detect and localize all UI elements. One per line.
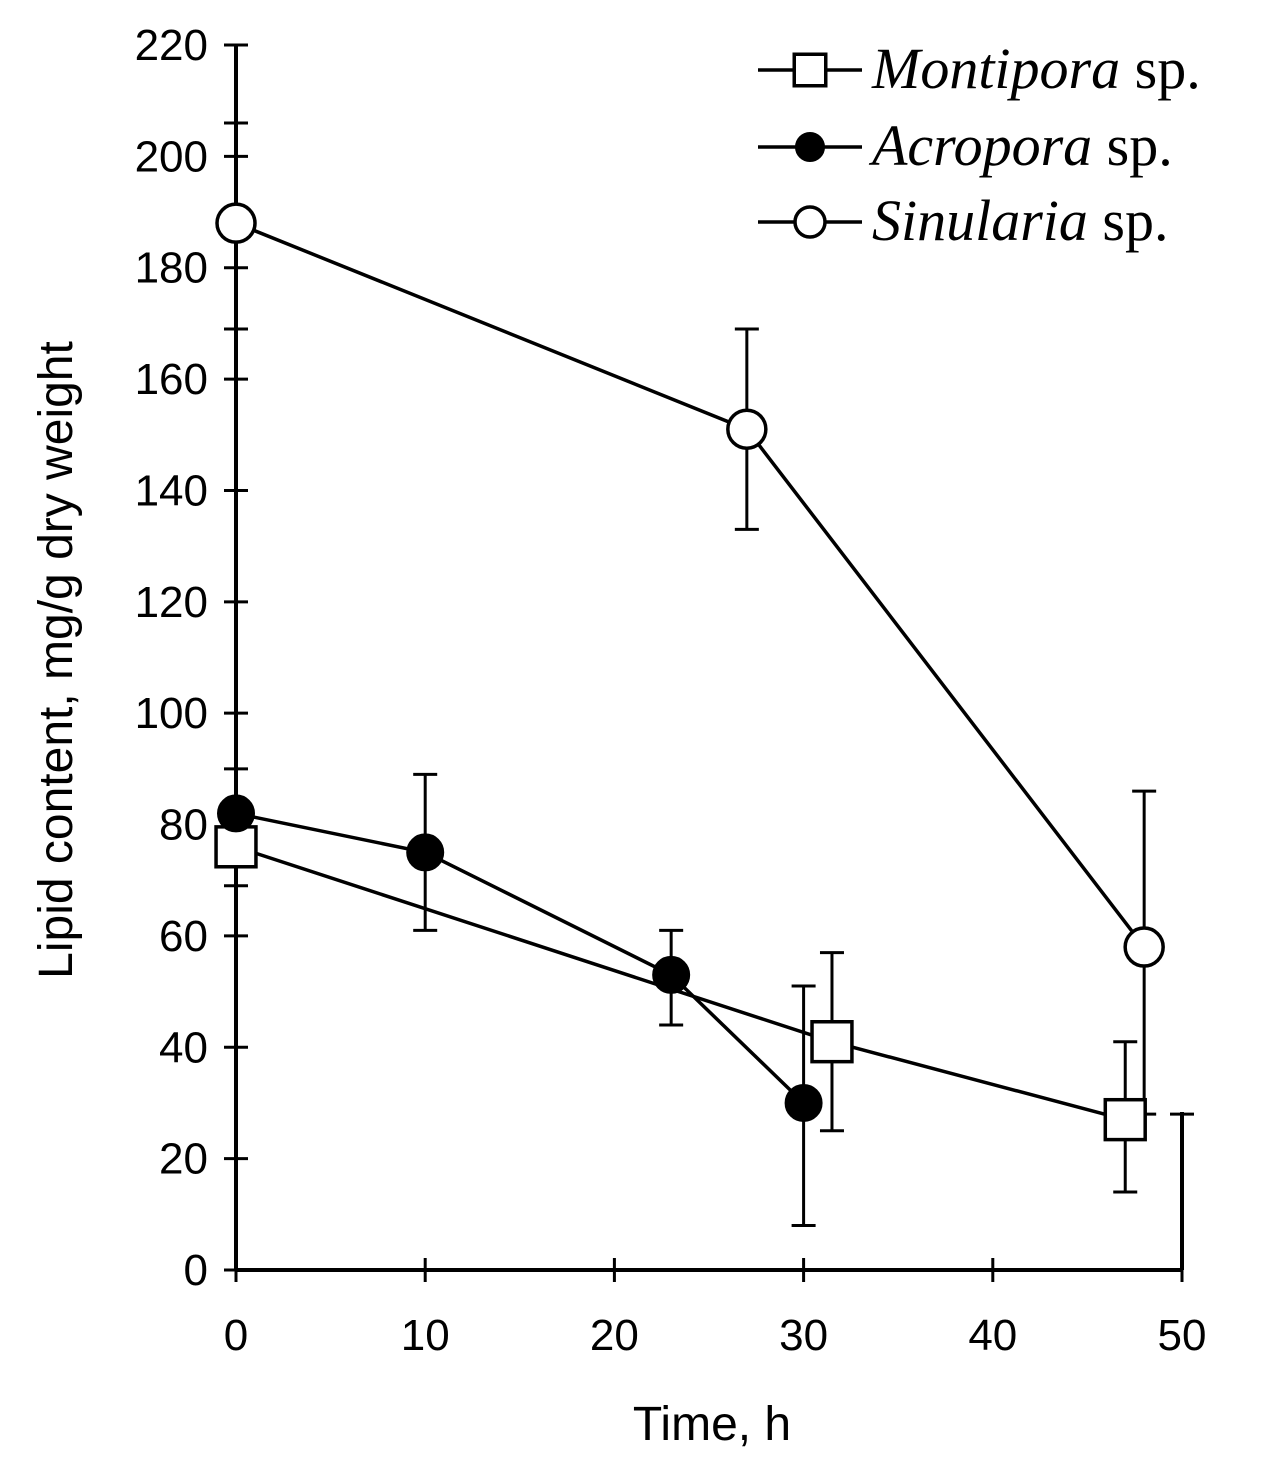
legend-item: Montipora sp. <box>758 36 1201 101</box>
x-tick-label: 10 <box>401 1311 450 1360</box>
legend-marker <box>793 205 827 239</box>
legend-label: Acropora sp. <box>868 113 1173 178</box>
x-tick-label: 0 <box>224 1311 248 1360</box>
legend-marker <box>792 52 828 88</box>
x-tick-label: 40 <box>968 1311 1017 1360</box>
markers-acropora <box>217 794 823 1122</box>
ticks: 0 20 40 60 80 100 120 140 160 180 200 220 0 10 20 30 40 5… <box>135 21 1207 1360</box>
legend-label-genus: Acropora <box>868 113 1092 178</box>
markers-montipora <box>214 825 1147 1142</box>
data-point <box>214 825 258 869</box>
series-line <box>235 221 1146 949</box>
series <box>214 121 1165 1227</box>
legend-label-genus: Montipora <box>871 36 1120 101</box>
series-montipora <box>224 806 1138 1194</box>
data-point <box>215 202 257 244</box>
series-sinularia <box>224 121 1157 1116</box>
legend-label-genus: Sinularia <box>872 188 1088 253</box>
data-point <box>810 1020 854 1064</box>
data-point <box>1123 926 1165 968</box>
legend-item: Sinularia sp. <box>758 188 1169 253</box>
markers-sinularia <box>215 202 1165 968</box>
legend: Montipora sp.Acropora sp.Sinularia sp. <box>758 36 1201 253</box>
y-tick-label: 20 <box>159 1135 208 1184</box>
y-tick-label: 100 <box>135 689 208 738</box>
legend-marker <box>795 132 825 162</box>
data-point <box>1103 1097 1147 1142</box>
x-tick-label: 20 <box>590 1311 639 1360</box>
y-axis-title: Lipid content, mg/g dry weight <box>30 341 83 979</box>
y-tick-label: 0 <box>184 1246 208 1295</box>
data-point <box>784 1083 823 1122</box>
y-tick-label: 200 <box>135 132 208 181</box>
x-tick-label: 50 <box>1158 1311 1207 1360</box>
y-tick-label: 180 <box>135 244 208 293</box>
y-tick-label: 120 <box>135 578 208 627</box>
data-point <box>217 794 255 833</box>
data-point <box>726 408 768 450</box>
legend-label: Montipora sp. <box>871 36 1201 101</box>
y-tick-label: 80 <box>159 801 208 850</box>
y-tick-label: 140 <box>135 466 208 515</box>
legend-label-suffix: sp. <box>1092 113 1173 178</box>
y-tick-label: 60 <box>159 912 208 961</box>
x-axis-title: Time, h <box>633 1398 791 1451</box>
data-point <box>406 833 445 872</box>
series-acropora <box>224 767 816 1227</box>
legend-item: Acropora sp. <box>758 113 1173 178</box>
legend-label-suffix: sp. <box>1120 36 1201 101</box>
y-tick-label: 40 <box>159 1023 208 1072</box>
series-line <box>235 811 805 1105</box>
data-point <box>652 955 691 994</box>
x-tick-label: 30 <box>779 1311 828 1360</box>
y-tick-label: 220 <box>135 21 208 70</box>
legend-label-suffix: sp. <box>1088 188 1169 253</box>
y-tick-label: 160 <box>135 355 208 404</box>
legend-label: Sinularia sp. <box>872 188 1169 253</box>
